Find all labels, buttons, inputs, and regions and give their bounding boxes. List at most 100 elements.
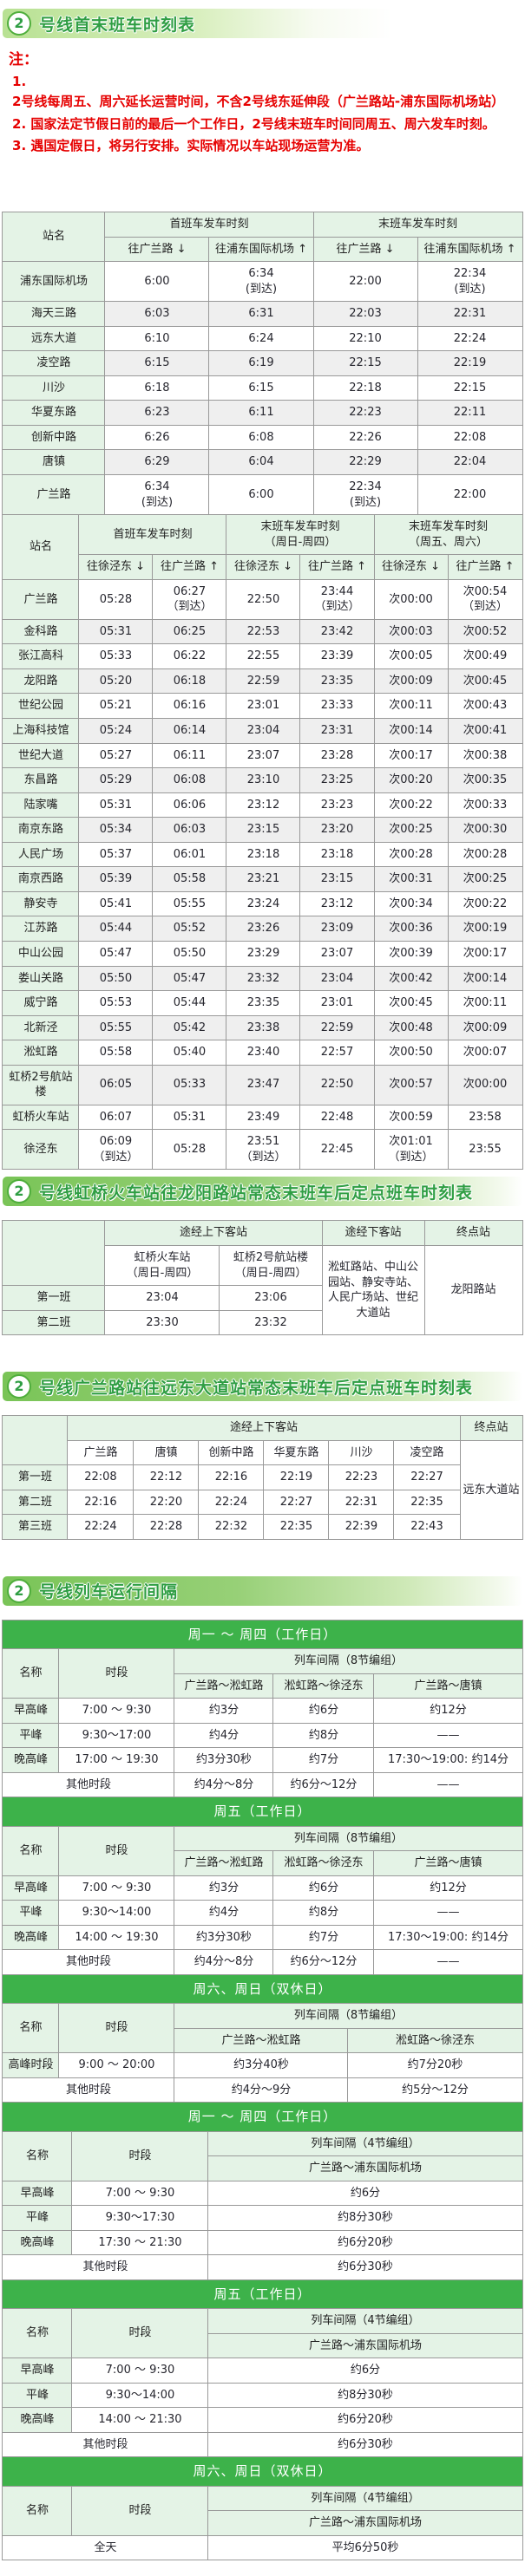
header-cell: 途经上下客站 (104, 1220, 323, 1246)
header-cell: 时段 (71, 2130, 209, 2181)
data-cell: 23:07 (226, 742, 301, 769)
data-cell: 05:53 (78, 990, 154, 1016)
data-cell: 次00:54 （到达） (447, 578, 523, 620)
table-row: 早高峰 7:00 ～ 9:30 约3分 约6分 约12分 (2, 1875, 523, 1901)
data-cell: 次00:57 (373, 1064, 449, 1105)
data-cell: 22:00 (312, 261, 418, 303)
header-cell: 淞虹路～徐泾东 (272, 1850, 375, 1876)
data-cell: 22:27 (263, 1489, 330, 1516)
data-cell: 23:30 (104, 1309, 220, 1336)
data-cell: 23:04 (104, 1285, 220, 1311)
table-row: 广兰路～淞虹路 淞虹路～徐泾东 广兰路～唐镇 (3, 1850, 523, 1876)
header-cell: 静安寺 (2, 890, 80, 917)
data-cell: 23:24 (226, 890, 301, 917)
data-cell: 约6分20秒 (207, 2407, 523, 2433)
data-cell: 约7分 (272, 1924, 375, 1951)
timetable: 途经上下客站 途经下客站 终点站 虹桥火车站 （周日-周四） 虹桥2号航站楼 （周日-周… (2, 1220, 523, 1336)
header-cell: 龙阳路 (2, 668, 80, 695)
data-cell: 17:00 ～ 19:30 (58, 1747, 175, 1773)
table-row: 第二班 22:16 22:20 22:24 22:27 22:31 22:35 (2, 1489, 522, 1516)
data-cell: 06:03 (152, 817, 227, 843)
data-cell: 约4分 (174, 1722, 274, 1749)
table-row: 平峰 9:30～14:00 约8分30秒 (2, 2382, 523, 2409)
header-cell: 娄山关路 (2, 965, 80, 992)
header-cell: 淞虹路～徐泾东 (272, 1673, 375, 1699)
data-cell: 05:27 (78, 742, 154, 769)
data-cell: 05:40 (152, 1040, 227, 1066)
timetable: 周六、周日（双休日） 名称 时段 列车间隔（4节编组） 广兰路～浦东国际机场 全天 平均6分… (2, 2456, 523, 2561)
data-cell: 14:00 ～ 21:30 (71, 2407, 209, 2433)
data-cell: 05:34 (78, 817, 154, 843)
data-cell: 22:11 (417, 400, 523, 426)
note-item: 遇国定假日，将另行安排。实际情况以车站现场运营为准。 (30, 137, 370, 153)
header-cell: 名称 (2, 1648, 60, 1699)
section-title-intervals: 2 号线列车运行间隔 (3, 1575, 522, 1606)
header-cell: 名称 (2, 2003, 60, 2054)
data-cell: 6:03 (104, 301, 210, 327)
data-cell: 23:33 (299, 693, 375, 720)
section-title-guanglan-late: 2 号线广兰路站往远东大道站常态末班车后定点班车时刻表 (3, 1372, 522, 1402)
data-cell: 23:12 (299, 890, 375, 917)
section-title-text: 号线广兰路站往远东大道站常态末班车后定点班车时刻表 (39, 1378, 474, 1398)
data-cell: 约12分 (373, 1875, 523, 1901)
table-row: 广兰路～淞虹路 淞虹路～徐泾东 (3, 2027, 523, 2054)
header-cell: 名称 (2, 2308, 73, 2359)
data-cell: 约6分 (207, 2358, 523, 2384)
data-cell: 06:01 (152, 841, 227, 868)
table-row: 其他时段 约4分～8分 约6分～12分 —— (2, 1949, 523, 1975)
data-cell: 05:33 (152, 1064, 227, 1105)
section-title-first-last: 2 号线首末班车时刻表 (3, 9, 522, 38)
table-row: 名称 时段 列车间隔（8节编组） (2, 1648, 523, 1699)
data-cell: 05:28 (152, 1129, 227, 1171)
data-cell: 23:01 (226, 693, 301, 720)
table-row: 广兰路 6:34 (到达) 6:00 22:34 (到达) 22:00 (2, 474, 523, 516)
data-cell: 7:00 ～ 9:30 (71, 2180, 209, 2207)
data-cell: 06:25 (152, 618, 227, 645)
data-cell: 05:31 (152, 1104, 227, 1131)
data-cell: 17:30～19:00: 约14分 (373, 1747, 523, 1773)
data-cell: 22:24 (67, 1514, 135, 1540)
header-cell: 第三班 (2, 1514, 69, 1540)
data-cell: 05:20 (78, 668, 154, 695)
table-row: 第三班 22:24 22:28 22:32 22:35 22:39 22:43 (2, 1514, 522, 1540)
data-cell: 23:23 (299, 792, 375, 818)
data-cell: 6:19 (208, 350, 314, 376)
data-cell: 05:58 (78, 1040, 154, 1066)
table-row: 周一 ～ 周四（工作日） (2, 2102, 523, 2132)
line-number-badge: 2 (7, 11, 31, 36)
data-cell: 22:19 (263, 1464, 330, 1490)
data-cell: 23:18 (226, 841, 301, 868)
section-title-text: 号线首末班车时刻表 (39, 15, 196, 35)
data-cell: 虹桥火车站 （周日-周四） (104, 1244, 220, 1287)
day-band: 周一 ～ 周四（工作日） (2, 1619, 523, 1650)
data-cell: 次00:14 (447, 965, 523, 992)
data-cell: 9:30～14:00 (71, 2382, 209, 2409)
table-row: 江苏路 05:44 05:52 23:26 23:09 次00:36 次00:19 (2, 916, 523, 942)
header-cell: 广兰路 (2, 474, 106, 516)
header-cell: 第一班 (2, 1464, 69, 1490)
data-cell: 约5分～12分 (347, 2077, 523, 2103)
header-cell: 远东大道 (2, 325, 106, 352)
data-cell: 次00:39 (373, 940, 449, 967)
data-cell: 22:35 (263, 1514, 330, 1540)
table-row: 虹桥火车站 06:07 05:31 23:49 22:48 次00:59 23:58 (2, 1104, 523, 1131)
data-cell: 23:55 (447, 1129, 523, 1171)
data-cell: 6:31 (208, 301, 314, 327)
header-cell: 往广兰路 ↑ (299, 554, 375, 580)
data-cell: 06:27 （到达） (152, 578, 227, 620)
data-cell: 6:18 (104, 375, 210, 401)
data-cell: 22:15 (417, 375, 523, 401)
data-cell: 约6分 (272, 1698, 375, 1724)
data-cell: 06:16 (152, 693, 227, 720)
header-cell: 凌空路 (2, 350, 106, 376)
data-cell: 其他时段 (2, 2431, 209, 2458)
header-cell: 浦东国际机场 (2, 261, 106, 303)
header-cell: 时段 (58, 1825, 175, 1876)
table-row: 世纪公园 05:21 06:16 23:01 23:33 次00:11 次00:43 (2, 693, 523, 720)
data-cell: 05:55 (152, 890, 227, 917)
data-cell: 22:29 (312, 449, 418, 476)
header-cell: 高峰时段 (2, 2052, 60, 2078)
data-cell: 23:28 (299, 742, 375, 769)
header-cell: 金科路 (2, 618, 80, 645)
data-cell: 次00:30 (447, 817, 523, 843)
